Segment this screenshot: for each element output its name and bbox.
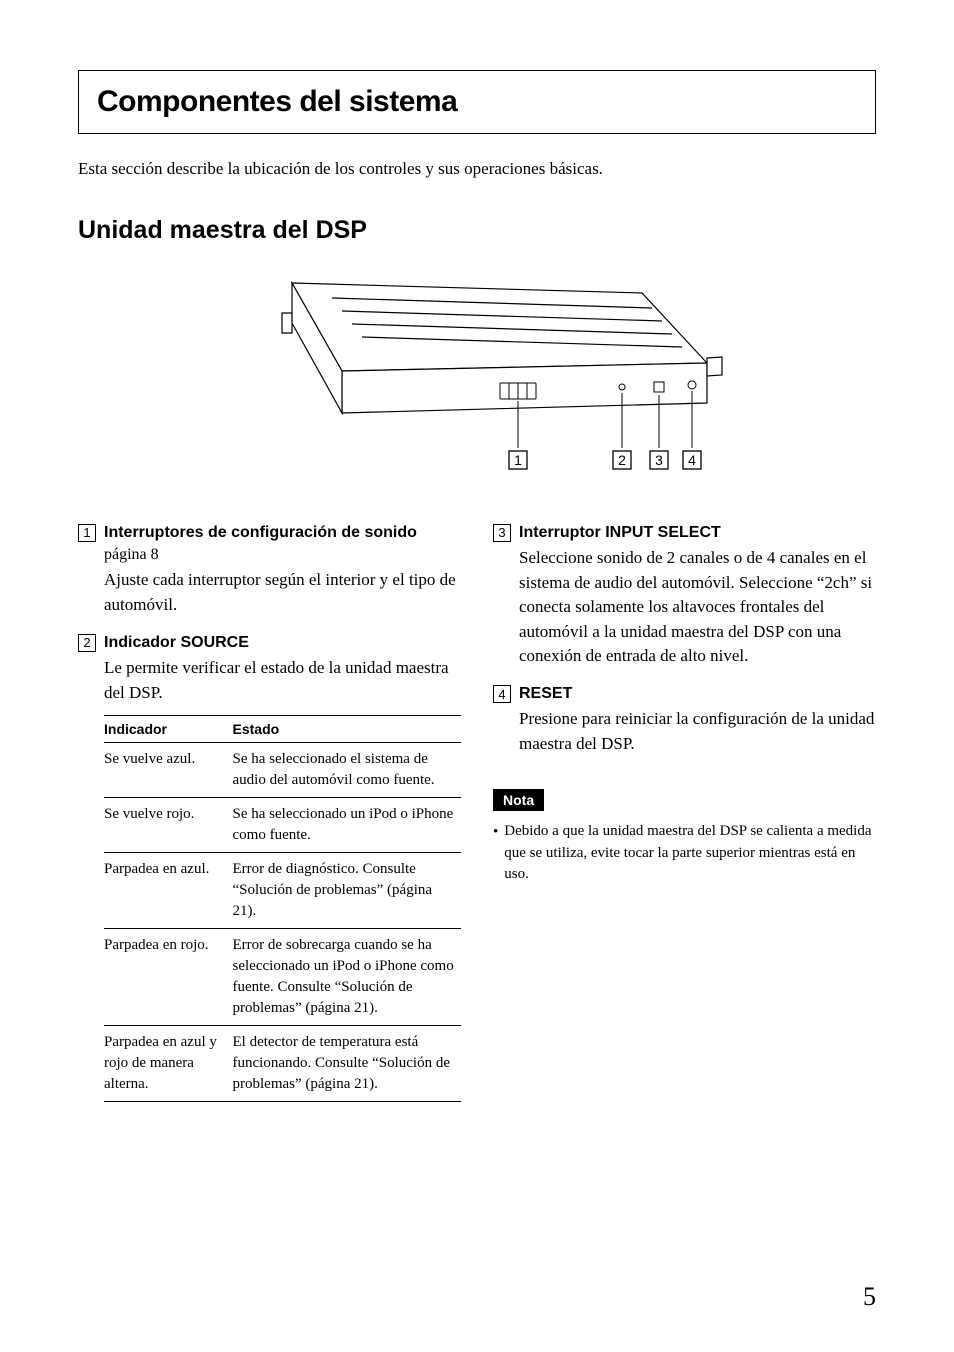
table-row: Parpadea en rojo. Error de sobrecarga cu… xyxy=(104,929,461,1026)
nota-bullet: • Debido a que la unidad maestra del DSP… xyxy=(493,821,876,886)
table-cell: Error de sobrecarga cuando se ha selecci… xyxy=(233,929,461,1026)
table-cell: Parpadea en azul. xyxy=(104,853,233,929)
intro-text: Esta sección describe la ubicación de lo… xyxy=(78,156,876,182)
table-cell: Se vuelve rojo. xyxy=(104,798,233,853)
item-1-title: Interruptores de configuración de sonido… xyxy=(104,522,461,567)
dsp-unit-diagram: 1 2 3 4 xyxy=(222,263,732,493)
item-1: 1 Interruptores de configuración de soni… xyxy=(78,522,461,618)
num-1-icon: 1 xyxy=(78,524,96,542)
table-row: Parpadea en azul y rojo de manera altern… xyxy=(104,1026,461,1102)
page-number: 5 xyxy=(863,1282,876,1312)
table-row: Se vuelve azul. Se ha seleccionado el si… xyxy=(104,743,461,798)
page-title: Componentes del sistema xyxy=(97,85,857,119)
item-1-pageref: página 8 xyxy=(104,546,159,563)
table-header-estado: Estado xyxy=(233,716,461,743)
diagram-callout-2: 2 xyxy=(618,452,626,468)
bullet-icon: • xyxy=(493,822,498,886)
title-box: Componentes del sistema xyxy=(78,70,876,134)
table-row: Se vuelve rojo. Se ha seleccionado un iP… xyxy=(104,798,461,853)
table-cell: Error de diagnóstico. Consulte “Solución… xyxy=(233,853,461,929)
num-4-icon: 4 xyxy=(493,685,511,703)
item-4-title: RESET xyxy=(519,683,572,705)
table-row: Parpadea en azul. Error de diagnóstico. … xyxy=(104,853,461,929)
diagram-callout-4: 4 xyxy=(688,452,696,468)
table-cell: Parpadea en rojo. xyxy=(104,929,233,1026)
table-cell: Se vuelve azul. xyxy=(104,743,233,798)
nota-text: Debido a que la unidad maestra del DSP s… xyxy=(504,821,876,886)
num-3-icon: 3 xyxy=(493,524,511,542)
section-subtitle: Unidad maestra del DSP xyxy=(78,216,876,245)
table-header-indicador: Indicador xyxy=(104,716,233,743)
content-columns: 1 Interruptores de configuración de soni… xyxy=(78,522,876,1117)
diagram-container: 1 2 3 4 xyxy=(78,263,876,498)
table-cell: El detector de temperatura está funciona… xyxy=(233,1026,461,1102)
diagram-callout-1: 1 xyxy=(514,452,522,468)
nota-label: Nota xyxy=(493,789,544,811)
item-3-body: Seleccione sonido de 2 canales o de 4 ca… xyxy=(519,546,876,669)
table-cell: Se ha seleccionado un iPod o iPhone como… xyxy=(233,798,461,853)
diagram-callout-3: 3 xyxy=(655,452,663,468)
item-4: 4 RESET Presione para reiniciar la confi… xyxy=(493,683,876,757)
left-column: 1 Interruptores de configuración de soni… xyxy=(78,522,461,1117)
right-column: 3 Interruptor INPUT SELECT Seleccione so… xyxy=(493,522,876,1117)
status-table: Indicador Estado Se vuelve azul. Se ha s… xyxy=(104,715,461,1102)
item-2-title: Indicador SOURCE xyxy=(104,632,249,654)
item-3-title: Interruptor INPUT SELECT xyxy=(519,522,721,544)
table-cell: Parpadea en azul y rojo de manera altern… xyxy=(104,1026,233,1102)
item-1-body: Ajuste cada interruptor según el interio… xyxy=(104,568,461,617)
item-3: 3 Interruptor INPUT SELECT Seleccione so… xyxy=(493,522,876,670)
item-2-body: Le permite verificar el estado de la uni… xyxy=(104,656,461,705)
item-4-body: Presione para reiniciar la configuración… xyxy=(519,707,876,756)
item-2: 2 Indicador SOURCE Le permite verificar … xyxy=(78,632,461,1103)
table-cell: Se ha seleccionado el sistema de audio d… xyxy=(233,743,461,798)
num-2-icon: 2 xyxy=(78,634,96,652)
